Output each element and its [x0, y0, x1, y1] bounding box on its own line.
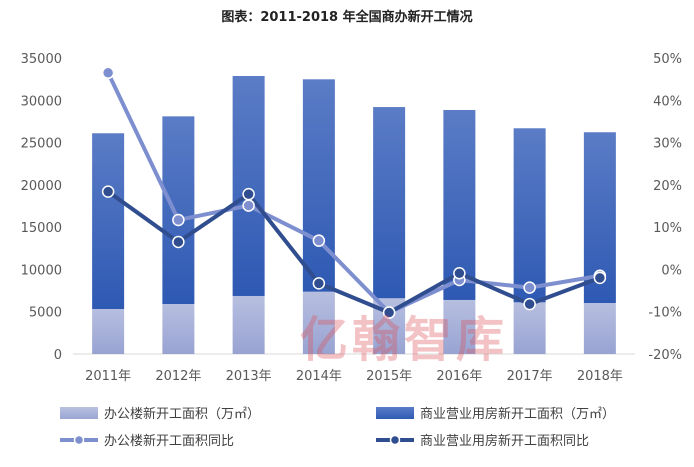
bar-commercial-area [232, 76, 265, 296]
legend-office-yoy: 办公楼新开工面积同比 [60, 430, 234, 449]
bar-commercial-area [373, 107, 406, 299]
y-right-tick: 40% [653, 94, 682, 109]
legend-line-marker [376, 434, 414, 445]
watermark: 亿翰智库 [300, 312, 509, 368]
y-right-tick: 50% [653, 52, 682, 67]
bar-commercial-area [302, 79, 335, 292]
line-office-yoy [106, 71, 601, 315]
point-commercial-yoy [523, 297, 536, 311]
legend-label: 办公楼新开工面积同比 [104, 434, 235, 449]
y-left-tick: 25000 [21, 137, 62, 152]
bar-office-area [302, 291, 335, 354]
point-office-yoy [172, 213, 185, 227]
y-left-tick: 0 [54, 348, 62, 363]
point-office-yoy [101, 66, 115, 80]
legend-label: 商业营业用房新开工面积同比 [420, 434, 590, 449]
point-commercial-yoy [172, 235, 185, 249]
y-right-tick: 30% [653, 137, 682, 152]
bar-office-area [92, 309, 125, 354]
point-office-yoy [242, 199, 255, 212]
point-commercial-yoy [453, 266, 466, 280]
x-tick-label: 2012年 [155, 369, 201, 384]
legend-commercial-area: 商业营业用房新开工面积（万㎡） [376, 403, 615, 422]
y-right-tick: 20% [653, 179, 682, 194]
point-commercial-yoy [242, 187, 255, 201]
x-tick-label: 2014年 [296, 369, 342, 384]
bar-office-area [443, 299, 476, 354]
y-left-tick: 10000 [21, 263, 62, 278]
y-left-tick: 5000 [29, 306, 62, 321]
y-right-tick: 0% [661, 263, 682, 278]
bar-office-area [583, 303, 616, 354]
legend-label: 办公楼新开工面积（万㎡） [104, 407, 261, 422]
line-commercial-yoy [106, 189, 601, 315]
point-commercial-yoy [382, 306, 396, 319]
x-tick-label: 2016年 [436, 369, 482, 384]
y-left-tick: 30000 [21, 94, 62, 109]
point-office-yoy [523, 281, 536, 294]
bar-commercial-area [162, 116, 195, 305]
legend-commercial-yoy: 商业营业用房新开工面积同比 [376, 430, 589, 449]
legend-label: 商业营业用房新开工面积（万㎡） [420, 407, 616, 422]
x-tick-label: 2017年 [507, 369, 553, 384]
bar-office-area [513, 302, 546, 354]
bar-commercial-area [92, 133, 125, 310]
legend-office-area: 办公楼新开工面积（万㎡） [60, 403, 260, 422]
bar-office-area [232, 295, 265, 354]
y-right-tick: 10% [653, 221, 682, 236]
bar-commercial-area [513, 128, 546, 303]
x-tick-label: 2018年 [577, 369, 623, 384]
y-right-tick: -10% [648, 306, 682, 321]
legend-line-marker [60, 434, 98, 445]
point-commercial-yoy [312, 277, 326, 290]
chart-title: 图表：2011-2018 年全国商办新开工情况 [221, 10, 473, 25]
x-tick-label: 2013年 [226, 369, 272, 384]
x-tick-label: 2015年 [366, 369, 412, 384]
y-left-tick: 35000 [21, 52, 62, 67]
point-commercial-yoy [101, 185, 115, 198]
plot-area: 0 5000 10000 15000 20000 25000 30000 35000 -20% -… [21, 52, 682, 384]
legend-swatch [60, 406, 98, 419]
y-right-tick: -20% [648, 348, 682, 363]
y-left-tick: 20000 [21, 179, 62, 194]
bar-office-area [162, 304, 195, 354]
x-tick-label: 2011年 [85, 369, 131, 384]
point-commercial-yoy [593, 271, 607, 285]
point-office-yoy [312, 234, 326, 247]
legend-swatch [376, 406, 414, 419]
y-left-tick: 15000 [21, 221, 62, 236]
